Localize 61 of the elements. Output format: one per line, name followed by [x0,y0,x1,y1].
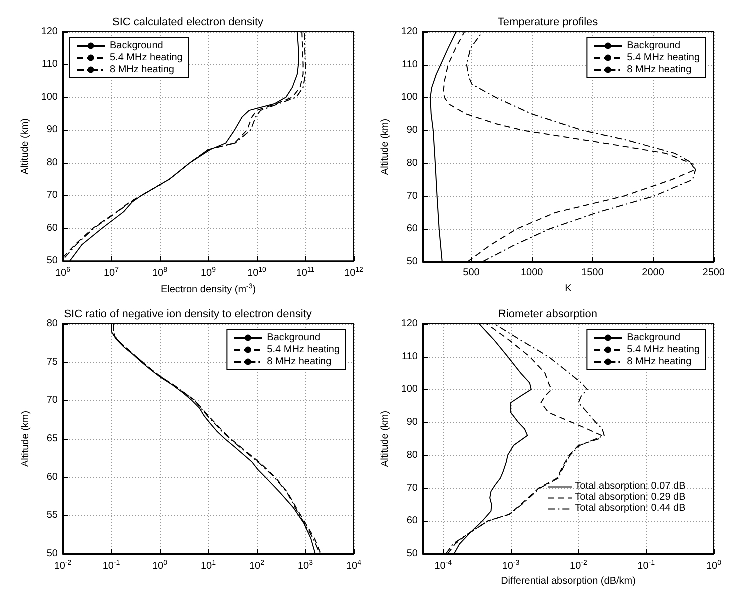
y-tick-label: 80 [46,318,58,330]
y-tick-label: 90 [46,124,58,136]
legend-label: 8 MHz heating [267,356,332,368]
legend-label: 8 MHz heating [110,64,174,76]
y-tick-label: 110 [42,59,58,70]
y-tick-label: 120 [401,318,418,330]
y-tick-label: 90 [406,417,418,428]
y-tick-label: 50 [406,548,418,560]
annotation: Total absorption: 0.44 dB [575,502,686,514]
y-tick-label: 80 [406,158,418,169]
x-tick-label: 1000 [520,268,544,278]
y-tick-label: 60 [46,472,58,483]
y-tick-label: 50 [46,256,58,267]
y-tick-label: 120 [41,26,58,38]
annotation: Total absorption: 0.07 dB [575,480,686,492]
legend-label: 5.4 MHz heating [267,344,340,356]
annotation: Total absorption: 0.29 dB [575,492,686,503]
y-tick-label: 80 [406,450,418,461]
y-tick-label: 50 [406,256,418,268]
y-tick-label: 70 [46,190,58,202]
y-tick-label: 65 [46,434,58,444]
y-tick-label: 90 [406,125,418,136]
x-tick-label: 2000 [642,268,665,278]
y-axis-title: Altitude (km) [380,118,391,176]
y-tick-label: 80 [46,157,58,168]
y-axis-title: Altitude (km) [380,410,391,468]
y-tick-label: 70 [46,395,58,406]
y-tick-label: 70 [406,190,418,202]
chart-title: SIC calculated electron density [112,16,264,28]
legend-label: Background [627,40,681,52]
chart-title: Temperature profiles [498,16,599,28]
x-axis-title: Differential absorption (dB/km) [501,576,636,587]
legend-label: 5.4 MHz heating [627,52,700,64]
x-tick-label: 500 [463,268,480,278]
y-tick-label: 100 [401,92,418,104]
y-tick-label: 120 [401,26,418,38]
legend-label: 8 MHz heating [627,64,692,76]
y-tick-label: 70 [406,482,418,494]
chart-title: Riometer absorption [498,308,598,320]
legend-label: Background [627,332,681,344]
legend-label: Background [267,332,321,344]
y-tick-label: 100 [41,92,58,103]
legend-label: Background [110,40,164,52]
legend-label: 8 MHz heating [627,356,692,368]
y-tick-label: 55 [46,510,58,522]
y-tick-label: 110 [402,351,418,362]
y-tick-label: 50 [46,548,58,560]
y-tick-label: 110 [402,59,418,70]
chart-title: SIC ratio of negative ion density to electron density [64,308,312,320]
legend-label: 5.4 MHz heating [627,344,700,356]
y-axis-title: Altitude (km) [20,118,31,175]
x-axis-title: K [565,284,572,294]
x-tick-label: 2500 [702,268,726,278]
y-tick-label: 75 [46,356,58,368]
y-tick-label: 60 [406,224,418,235]
y-tick-label: 60 [46,222,58,234]
y-axis-title: Altitude (km) [20,410,32,468]
legend-label: 5.4 MHz heating [110,52,183,64]
y-tick-label: 60 [406,516,418,527]
x-tick-label: 1500 [582,268,604,278]
y-tick-label: 100 [401,384,418,396]
